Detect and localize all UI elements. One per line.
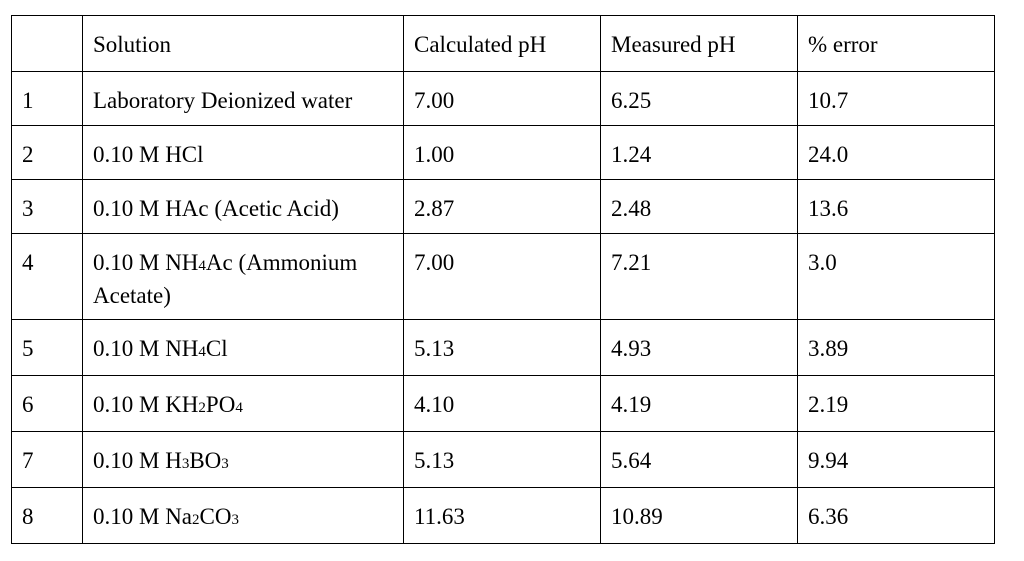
formula-subscript: 3 bbox=[221, 456, 229, 472]
solution-text: 0.10 M HCl bbox=[93, 142, 204, 167]
measured-ph-cell: 6.25 bbox=[600, 71, 798, 126]
percent-error-cell: 13.6 bbox=[797, 179, 995, 234]
solution-text: 0.10 M NH bbox=[93, 336, 199, 361]
formula-subscript: 4 bbox=[235, 400, 243, 416]
solution-cell: 0.10 M Na2CO3 bbox=[82, 487, 404, 544]
measured-ph-cell: 4.93 bbox=[600, 319, 798, 376]
row-number: 4 bbox=[11, 233, 83, 320]
solution-cell: 0.10 M H3BO3 bbox=[82, 431, 404, 488]
table-row: 8 0.10 M Na2CO3 11.63 10.89 6.36 bbox=[11, 487, 995, 544]
calculated-ph-cell: 11.63 bbox=[403, 487, 601, 544]
formula-subscript: 4 bbox=[198, 258, 206, 274]
header-measured-ph: Measured pH bbox=[600, 15, 798, 72]
calculated-ph-cell: 1.00 bbox=[403, 125, 601, 180]
calculated-ph-cell: 4.10 bbox=[403, 375, 601, 432]
solution-cell: Laboratory Deionized water bbox=[82, 71, 404, 126]
table-row: 4 0.10 M NH4Ac (Ammonium Acetate) 7.00 7… bbox=[11, 233, 995, 320]
formula-subscript: 4 bbox=[198, 344, 206, 360]
measured-ph-cell: 10.89 bbox=[600, 487, 798, 544]
table-row: 2 0.10 M HCl 1.00 1.24 24.0 bbox=[11, 125, 995, 180]
solution-text: 0.10 M KH bbox=[93, 392, 199, 417]
calculated-ph-cell: 7.00 bbox=[403, 71, 601, 126]
formula-subscript: 3 bbox=[181, 456, 190, 472]
table-header-row: Solution Calculated pH Measured pH % err… bbox=[11, 15, 995, 72]
header-calculated-ph: Calculated pH bbox=[403, 15, 601, 72]
calculated-ph-cell: 5.13 bbox=[403, 431, 601, 488]
solution-cell: 0.10 M HAc (Acetic Acid) bbox=[82, 179, 404, 234]
table-row: 1 Laboratory Deionized water 7.00 6.25 1… bbox=[11, 71, 995, 126]
measured-ph-cell: 2.48 bbox=[600, 179, 798, 234]
solution-text: 0.10 M Na bbox=[93, 504, 193, 529]
formula-subscript: 2 bbox=[198, 400, 206, 416]
solution-cell: 0.10 M HCl bbox=[82, 125, 404, 180]
solution-cell: 0.10 M KH2PO4 bbox=[82, 375, 404, 432]
row-number: 6 bbox=[11, 375, 83, 432]
header-solution: Solution bbox=[82, 15, 404, 72]
percent-error-cell: 6.36 bbox=[797, 487, 995, 544]
percent-error-cell: 2.19 bbox=[797, 375, 995, 432]
table-row: 7 0.10 M H3BO3 5.13 5.64 9.94 bbox=[11, 431, 995, 488]
row-number: 7 bbox=[11, 431, 83, 488]
solution-text: 0.10 M HAc (Acetic Acid) bbox=[93, 196, 339, 221]
row-number: 1 bbox=[11, 71, 83, 126]
solution-text: Cl bbox=[205, 336, 228, 361]
solution-text: Laboratory Deionized water bbox=[93, 88, 353, 113]
measured-ph-cell: 4.19 bbox=[600, 375, 798, 432]
header-percent-error: % error bbox=[797, 15, 995, 72]
solution-text: CO bbox=[199, 504, 232, 529]
measured-ph-cell: 5.64 bbox=[600, 431, 798, 488]
row-number: 8 bbox=[11, 487, 83, 544]
percent-error-cell: 3.0 bbox=[797, 233, 995, 320]
formula-subscript: 2 bbox=[192, 512, 200, 528]
solution-cell: 0.10 M NH4Ac (Ammonium Acetate) bbox=[82, 233, 404, 320]
solution-text: PO bbox=[205, 392, 236, 417]
solution-text: 0.10 M H bbox=[93, 448, 182, 473]
row-number: 2 bbox=[11, 125, 83, 180]
row-number: 3 bbox=[11, 179, 83, 234]
measured-ph-cell: 7.21 bbox=[600, 233, 798, 320]
percent-error-cell: 24.0 bbox=[797, 125, 995, 180]
ph-results-table: Solution Calculated pH Measured pH % err… bbox=[11, 15, 995, 544]
solution-text: BO bbox=[189, 448, 222, 473]
table-row: 6 0.10 M KH2PO4 4.10 4.19 2.19 bbox=[11, 375, 995, 432]
solution-cell: 0.10 M NH4Cl bbox=[82, 319, 404, 376]
percent-error-cell: 3.89 bbox=[797, 319, 995, 376]
calculated-ph-cell: 2.87 bbox=[403, 179, 601, 234]
table-row: 3 0.10 M HAc (Acetic Acid) 2.87 2.48 13.… bbox=[11, 179, 995, 234]
measured-ph-cell: 1.24 bbox=[600, 125, 798, 180]
percent-error-cell: 9.94 bbox=[797, 431, 995, 488]
table-row: 5 0.10 M NH4Cl 5.13 4.93 3.89 bbox=[11, 319, 995, 376]
solution-text: 0.10 M NH bbox=[93, 250, 199, 275]
percent-error-cell: 10.7 bbox=[797, 71, 995, 126]
calculated-ph-cell: 5.13 bbox=[403, 319, 601, 376]
header-index bbox=[11, 15, 83, 72]
solution-text: Ac (Ammonium Acetate) bbox=[93, 250, 358, 308]
calculated-ph-cell: 7.00 bbox=[403, 233, 601, 320]
formula-subscript: 3 bbox=[231, 512, 239, 528]
row-number: 5 bbox=[11, 319, 83, 376]
